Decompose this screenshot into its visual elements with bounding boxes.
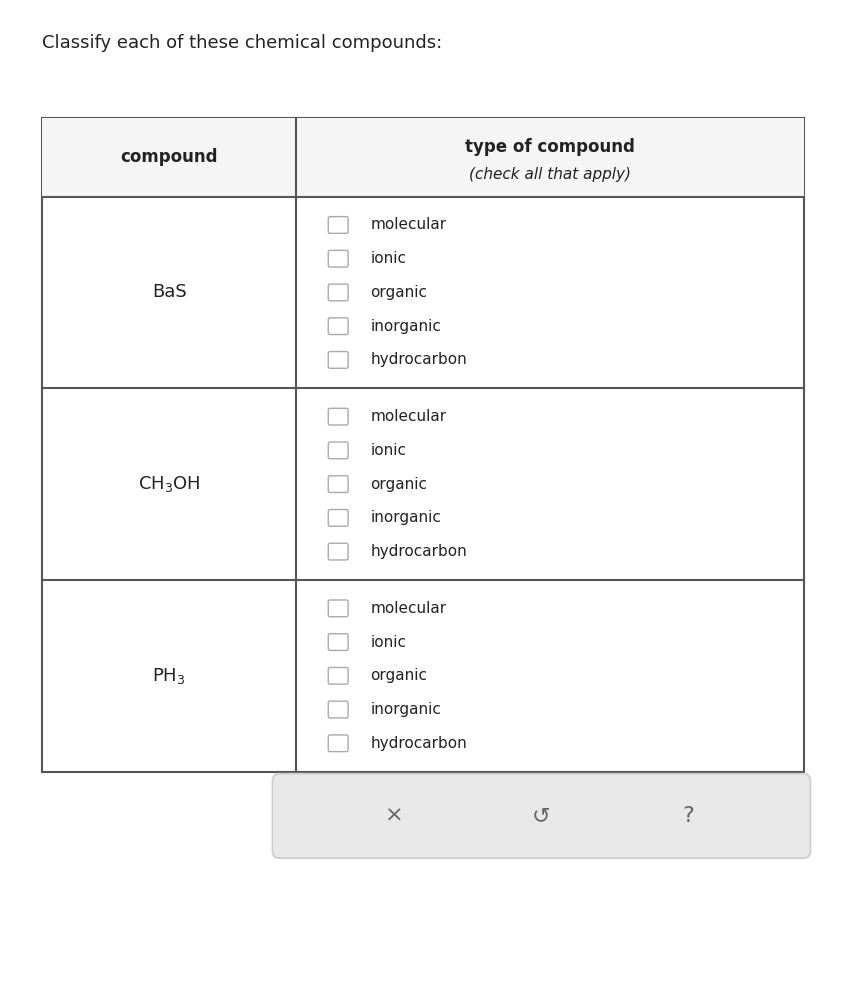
FancyBboxPatch shape <box>328 442 348 459</box>
FancyBboxPatch shape <box>328 476 348 492</box>
Text: ↺: ↺ <box>532 806 551 826</box>
Text: hydrocarbon: hydrocarbon <box>371 353 467 368</box>
Text: molecular: molecular <box>371 217 447 232</box>
Text: ionic: ionic <box>371 635 407 650</box>
Text: ionic: ionic <box>371 443 407 458</box>
FancyBboxPatch shape <box>328 509 348 526</box>
Text: CH$_3$OH: CH$_3$OH <box>138 474 201 494</box>
Text: type of compound: type of compound <box>465 138 634 156</box>
FancyBboxPatch shape <box>328 667 348 684</box>
FancyBboxPatch shape <box>328 735 348 752</box>
Text: hydrocarbon: hydrocarbon <box>371 545 467 559</box>
FancyBboxPatch shape <box>328 544 348 560</box>
Text: PH$_3$: PH$_3$ <box>152 665 186 686</box>
FancyBboxPatch shape <box>328 600 348 616</box>
FancyBboxPatch shape <box>328 284 348 301</box>
Text: hydrocarbon: hydrocarbon <box>371 736 467 751</box>
Text: BaS: BaS <box>151 283 187 302</box>
FancyBboxPatch shape <box>328 216 348 233</box>
Text: inorganic: inorganic <box>371 318 442 333</box>
Text: (check all that apply): (check all that apply) <box>469 167 631 182</box>
FancyBboxPatch shape <box>328 701 348 718</box>
Text: inorganic: inorganic <box>371 702 442 717</box>
Text: Classify each of these chemical compounds:: Classify each of these chemical compound… <box>42 34 442 52</box>
Text: ionic: ionic <box>371 252 407 266</box>
Text: molecular: molecular <box>371 601 447 615</box>
Text: molecular: molecular <box>371 409 447 424</box>
FancyBboxPatch shape <box>328 634 348 651</box>
Text: ×: × <box>385 806 404 826</box>
Bar <box>42 118 804 197</box>
Text: organic: organic <box>371 285 427 300</box>
FancyBboxPatch shape <box>328 352 348 369</box>
Text: compound: compound <box>120 148 218 166</box>
Bar <box>42 118 804 772</box>
FancyBboxPatch shape <box>328 251 348 267</box>
FancyBboxPatch shape <box>328 408 348 425</box>
Text: organic: organic <box>371 668 427 683</box>
Text: inorganic: inorganic <box>371 510 442 525</box>
Text: organic: organic <box>371 477 427 492</box>
FancyBboxPatch shape <box>328 318 348 334</box>
Text: ?: ? <box>683 806 695 826</box>
FancyBboxPatch shape <box>272 774 810 858</box>
